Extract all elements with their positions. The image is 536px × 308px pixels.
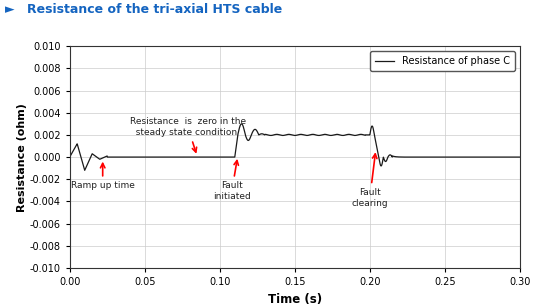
Resistance of phase C bbox=[66, 155, 73, 159]
Legend: Resistance of phase C: Resistance of phase C bbox=[370, 51, 515, 71]
Text: Fault
initiated: Fault initiated bbox=[213, 160, 251, 201]
Resistance of phase C bbox=[81, 168, 88, 172]
Resistance of phase C bbox=[337, 133, 343, 137]
Resistance of phase C bbox=[517, 155, 523, 159]
Resistance of phase C bbox=[360, 133, 366, 136]
Text: ►: ► bbox=[5, 3, 15, 16]
Resistance of phase C bbox=[239, 122, 245, 126]
Resistance of phase C bbox=[437, 155, 443, 159]
Text: Fault
clearing: Fault clearing bbox=[352, 154, 388, 208]
Resistance of phase C bbox=[239, 122, 245, 126]
Text: Resistance  is  zero in the
  steady state condition: Resistance is zero in the steady state c… bbox=[130, 117, 246, 152]
Y-axis label: Resistance (ohm): Resistance (ohm) bbox=[17, 103, 27, 212]
Line: Resistance of phase C: Resistance of phase C bbox=[70, 124, 520, 170]
Text: Ramp up time: Ramp up time bbox=[71, 163, 135, 190]
Text: Resistance of the tri-axial HTS cable: Resistance of the tri-axial HTS cable bbox=[27, 3, 282, 16]
Resistance of phase C bbox=[148, 155, 155, 159]
Resistance of phase C bbox=[403, 155, 409, 159]
X-axis label: Time (s): Time (s) bbox=[268, 293, 322, 306]
